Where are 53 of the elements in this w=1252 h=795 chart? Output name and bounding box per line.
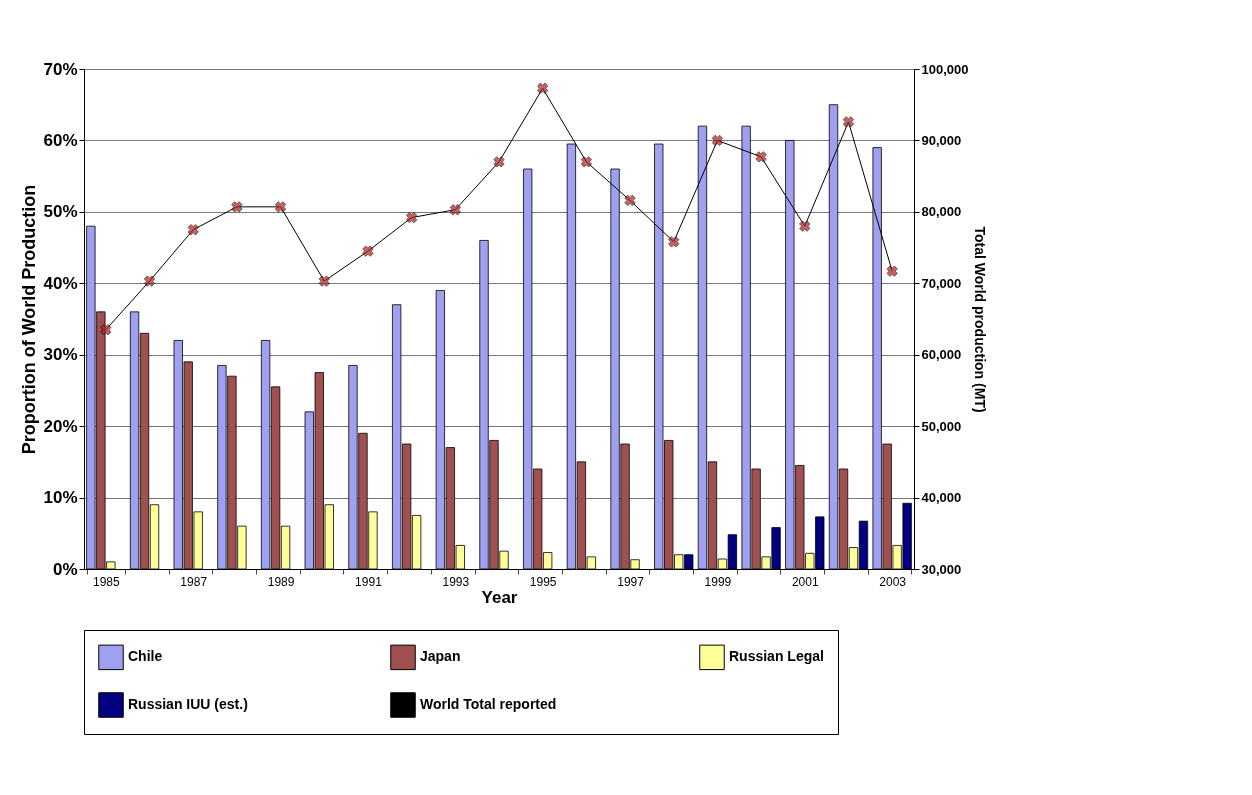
point <box>580 156 592 168</box>
legend-label: Chile <box>128 648 163 665</box>
legend-label: World Total reported <box>420 696 557 712</box>
y-tick-label: 10% <box>43 488 78 508</box>
point <box>362 245 374 257</box>
x-tick-label: 1991 <box>355 574 383 589</box>
y2-tick-label: 70,000 <box>921 275 962 291</box>
x-axis-title: Year <box>481 587 518 607</box>
y2-tick-label: 30,000 <box>921 561 962 577</box>
x-tick-label: 1997 <box>617 574 645 589</box>
point <box>624 194 636 207</box>
x-tick-label: 1995 <box>529 574 557 589</box>
y-tick-label: 50% <box>43 202 78 222</box>
legend-label: Russian Legal <box>729 648 824 665</box>
point <box>187 224 199 236</box>
y2-tick-label: 80,000 <box>921 204 962 220</box>
point <box>143 275 156 287</box>
x-tick-label: 1999 <box>704 574 732 589</box>
y2-tick-label: 40,000 <box>921 490 962 506</box>
y2-tick-label: 100,000 <box>921 61 969 77</box>
y-tick-label: 40% <box>43 273 78 293</box>
y-tick-label: 20% <box>43 416 78 436</box>
point <box>406 211 418 224</box>
point <box>668 236 680 248</box>
x-tick-label: 1985 <box>92 574 121 589</box>
point <box>318 275 330 287</box>
y2-tick-label: 50,000 <box>921 418 962 434</box>
legend-label: Japan <box>420 648 461 665</box>
x-tick-label: 1989 <box>267 574 295 589</box>
y-tick-label: 60% <box>43 130 78 150</box>
x-tick-label: 2003 <box>879 574 907 589</box>
point <box>886 265 898 277</box>
y-axis-title: Proportion of World Production <box>19 184 40 455</box>
point <box>100 324 112 336</box>
point <box>537 82 549 94</box>
y2-tick-label: 90,000 <box>921 132 962 148</box>
point <box>755 151 767 163</box>
point <box>274 201 287 213</box>
point <box>842 116 855 128</box>
legend-label: Russian IUU (est.) <box>128 696 248 712</box>
point <box>711 134 724 147</box>
y-tick-label: 0% <box>52 559 78 579</box>
x-tick-label: 2001 <box>791 574 819 589</box>
point <box>231 201 243 213</box>
point <box>799 220 811 232</box>
x-tick-label: 1987 <box>180 574 208 589</box>
y-tick-label: 70% <box>43 59 78 79</box>
y2-axis-title: Total World production (MT) <box>972 226 989 413</box>
point <box>449 204 461 216</box>
x-tick-label: 1993 <box>442 574 470 589</box>
y-tick-label: 30% <box>43 345 78 365</box>
y2-tick-label: 60,000 <box>921 347 962 363</box>
point <box>493 156 505 168</box>
